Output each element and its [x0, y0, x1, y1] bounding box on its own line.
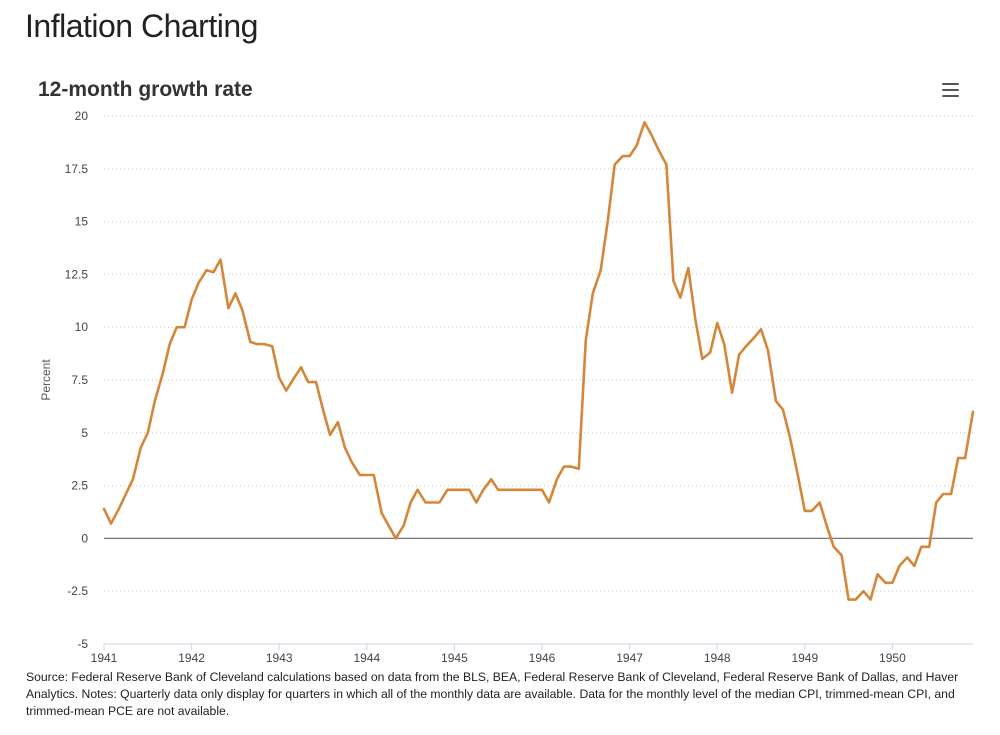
x-tick-label: 1950 [879, 651, 906, 665]
y-axis-label: Percent [39, 359, 53, 401]
x-tick-label: 1948 [704, 651, 731, 665]
x-tick-label: 1946 [529, 651, 556, 665]
series-line [102, 121, 975, 601]
axes [103, 537, 973, 650]
y-tick-label: -5 [77, 637, 88, 651]
menu-bar-bottom [941, 95, 959, 97]
x-tick-label: 1945 [441, 651, 468, 665]
series-layer [102, 121, 975, 601]
x-tick-label: 1941 [91, 651, 118, 665]
x-tick-label: 1943 [266, 651, 293, 665]
y-tick-label: 12.5 [65, 267, 89, 281]
x-tick-label: 1947 [616, 651, 643, 665]
y-tick-label: 20 [75, 109, 89, 123]
source-note: Source: Federal Reserve Bank of Clevelan… [26, 670, 959, 718]
y-tick-label: -2.5 [67, 584, 88, 598]
menu-bar-middle [941, 89, 959, 91]
y-tick-label: 17.5 [65, 162, 89, 176]
x-tick-label: 1944 [353, 651, 380, 665]
grid-lines [104, 115, 973, 592]
hamburger-menu-icon[interactable] [934, 76, 966, 104]
y-tick-label: 0 [81, 531, 88, 545]
y-tick-label: 15 [75, 215, 89, 229]
x-tick-label: 1942 [178, 651, 205, 665]
x-tick-label: 1949 [791, 651, 818, 665]
y-tick-label: 2.5 [71, 479, 88, 493]
y-tick-label: 10 [75, 320, 89, 334]
y-axis-tick-labels: -5 -2.5 0 2.5 5 7.5 10 12.5 15 17.5 20 [65, 109, 89, 651]
y-tick-label: 5 [81, 426, 88, 440]
x-axis-tick-labels: 1941 1942 1943 1944 1945 1946 1947 1948 1949 1950 [91, 651, 906, 665]
chart-title: 12-month growth rate [38, 78, 253, 101]
page-title: Inflation Charting [25, 8, 258, 44]
menu-bar-top [941, 83, 959, 85]
y-tick-label: 7.5 [71, 373, 88, 387]
